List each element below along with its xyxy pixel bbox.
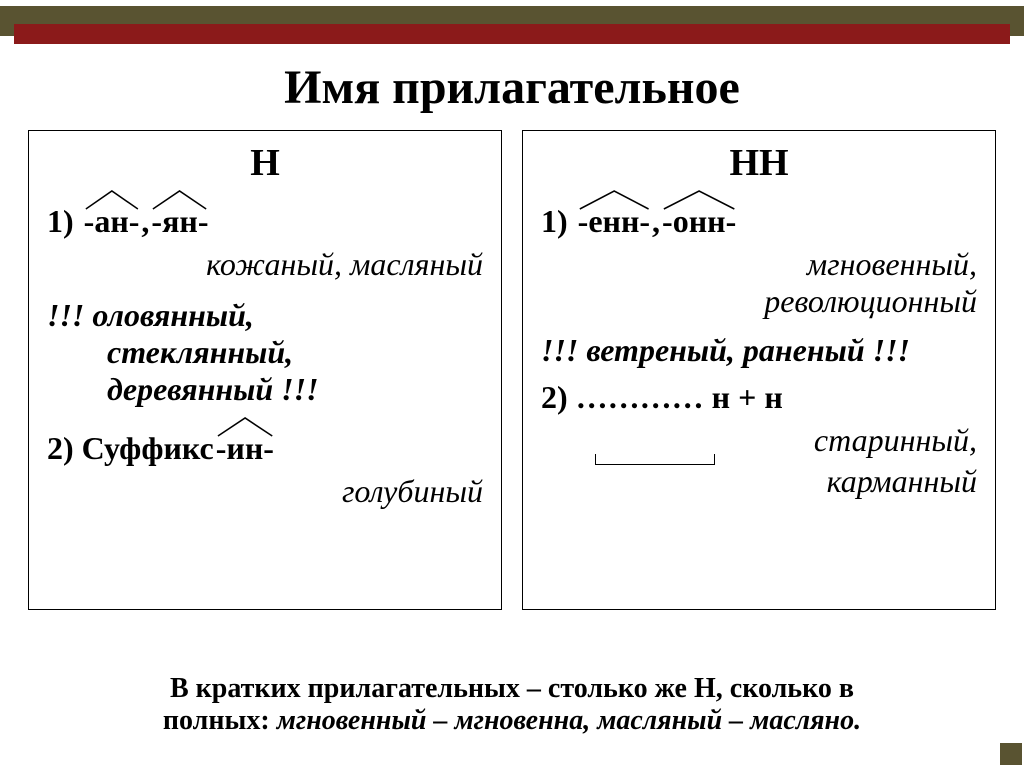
right-example2b: карманный (541, 463, 977, 500)
left-item2-lead: 2) Суффикс (47, 430, 214, 467)
left-exception1: оловянный, (92, 297, 254, 333)
footer-line2a: полных: (163, 705, 277, 736)
page-title: Имя прилагательное (0, 60, 1024, 115)
footer-line1: В кратких прилагательных – столько же Н,… (60, 673, 964, 705)
footer-line2b: мгновенный – мгновенна, масляный – масля… (277, 705, 861, 736)
exclamation-lead: !!! (47, 297, 92, 333)
left-example2: голубиный (47, 473, 483, 510)
suffix-roof-icon (578, 189, 650, 211)
right-item1-num: 1) (541, 203, 568, 240)
double-n-box: НН 1) -енн- , -онн- мгновенный, революци… (522, 130, 996, 610)
right-item2-tail: н + н (704, 379, 783, 415)
left-item1-num: 1) (47, 203, 74, 240)
right-item2-dots: ………… (576, 379, 704, 415)
suffix-yan: -ян- (151, 191, 208, 240)
left-example1: кожаный, масляный (47, 246, 483, 283)
right-example1a: мгновенный, (541, 246, 977, 283)
two-column-layout: Н 1) -ан- , -ян- кожаный, масляный !!! о… (28, 130, 996, 610)
right-item2-num: 2) (541, 379, 576, 415)
left-exception2: стеклянный, (107, 334, 483, 371)
suffix-roof-icon (216, 416, 274, 438)
left-exception3: деревянный !!! (107, 371, 483, 408)
right-exceptions: !!! ветреный, раненый !!! (541, 332, 977, 369)
suffix-roof-icon (662, 189, 736, 211)
suffix-sep: , (141, 203, 149, 240)
stem-bracket (595, 422, 715, 463)
maroon-bar (14, 24, 1010, 44)
footer-note: В кратких прилагательных – столько же Н,… (60, 673, 964, 737)
right-example1b: революционный (541, 283, 977, 320)
suffix-roof-icon (84, 189, 140, 211)
suffix-enn: -енн- (578, 191, 650, 240)
suffix-roof-icon (151, 189, 208, 211)
suffix-sep: , (652, 203, 660, 240)
right-heading: НН (541, 141, 977, 185)
left-heading: Н (47, 141, 483, 185)
single-n-box: Н 1) -ан- , -ян- кожаный, масляный !!! о… (28, 130, 502, 610)
corner-square-icon (1000, 743, 1022, 765)
suffix-an: -ан- (84, 191, 140, 240)
decorative-top-bars (0, 6, 1024, 50)
suffix-onn: -онн- (662, 191, 736, 240)
right-example2a: старинный, (733, 422, 977, 459)
suffix-in: -ин- (216, 418, 274, 467)
